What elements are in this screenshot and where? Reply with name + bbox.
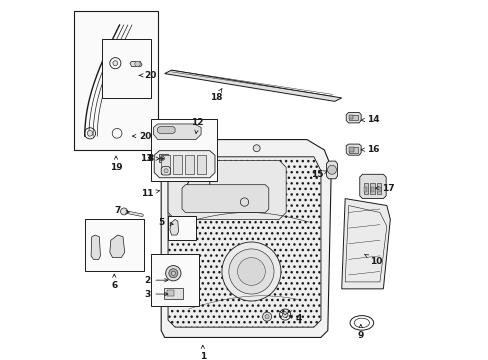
Polygon shape	[346, 112, 361, 123]
Circle shape	[87, 131, 93, 136]
Text: 9: 9	[357, 324, 363, 340]
Polygon shape	[91, 235, 100, 259]
Circle shape	[228, 249, 273, 294]
Text: 20: 20	[139, 71, 157, 80]
Circle shape	[135, 61, 140, 67]
FancyBboxPatch shape	[150, 119, 216, 181]
Circle shape	[163, 169, 168, 173]
Text: 1: 1	[199, 345, 205, 360]
Text: 5: 5	[158, 219, 173, 228]
Polygon shape	[168, 157, 320, 327]
Text: 6: 6	[111, 274, 117, 290]
Text: 4: 4	[288, 314, 301, 323]
Circle shape	[171, 271, 175, 275]
Text: 18: 18	[209, 88, 222, 102]
Polygon shape	[110, 235, 124, 258]
FancyBboxPatch shape	[84, 219, 143, 271]
Circle shape	[165, 266, 181, 281]
FancyBboxPatch shape	[348, 147, 358, 153]
Polygon shape	[326, 161, 337, 179]
Text: 19: 19	[109, 156, 122, 172]
Polygon shape	[341, 199, 389, 289]
FancyBboxPatch shape	[173, 155, 182, 174]
FancyBboxPatch shape	[184, 155, 193, 174]
Circle shape	[282, 312, 287, 317]
FancyBboxPatch shape	[364, 187, 366, 192]
FancyBboxPatch shape	[369, 183, 374, 194]
FancyBboxPatch shape	[102, 39, 150, 98]
FancyBboxPatch shape	[161, 155, 170, 174]
Polygon shape	[168, 157, 320, 327]
Polygon shape	[153, 124, 201, 140]
Text: 8: 8	[147, 154, 163, 163]
Circle shape	[113, 61, 118, 66]
FancyBboxPatch shape	[363, 183, 367, 194]
Circle shape	[222, 242, 281, 301]
Circle shape	[264, 315, 268, 319]
FancyBboxPatch shape	[348, 115, 358, 121]
Circle shape	[240, 198, 248, 206]
FancyBboxPatch shape	[163, 288, 183, 298]
Text: 16: 16	[360, 145, 378, 154]
Text: 10: 10	[364, 254, 381, 266]
FancyBboxPatch shape	[166, 290, 173, 297]
Text: 14: 14	[360, 115, 379, 124]
Polygon shape	[161, 167, 170, 175]
Polygon shape	[154, 151, 215, 178]
FancyBboxPatch shape	[150, 254, 199, 306]
FancyBboxPatch shape	[376, 183, 381, 194]
FancyBboxPatch shape	[159, 154, 168, 162]
Text: 15: 15	[310, 171, 326, 180]
Circle shape	[253, 145, 260, 152]
Circle shape	[121, 208, 127, 215]
FancyBboxPatch shape	[348, 147, 353, 152]
Polygon shape	[168, 161, 285, 219]
FancyBboxPatch shape	[168, 216, 196, 240]
Circle shape	[160, 156, 164, 161]
Text: 11: 11	[141, 189, 159, 198]
Text: 7: 7	[114, 206, 129, 215]
Polygon shape	[161, 140, 330, 337]
Polygon shape	[169, 219, 178, 235]
FancyBboxPatch shape	[377, 187, 380, 192]
Polygon shape	[158, 127, 175, 133]
Circle shape	[237, 258, 265, 285]
FancyBboxPatch shape	[74, 11, 158, 150]
Polygon shape	[346, 144, 361, 155]
Polygon shape	[164, 70, 341, 102]
Polygon shape	[182, 185, 268, 212]
FancyBboxPatch shape	[348, 115, 352, 120]
Polygon shape	[130, 62, 142, 67]
FancyBboxPatch shape	[370, 187, 373, 192]
Circle shape	[327, 165, 336, 174]
Text: 13: 13	[140, 154, 159, 163]
Text: 3: 3	[144, 289, 167, 298]
Text: 2: 2	[144, 276, 167, 285]
Text: 20: 20	[132, 132, 151, 141]
Circle shape	[262, 312, 271, 321]
Circle shape	[168, 269, 178, 278]
Text: 17: 17	[375, 184, 394, 193]
Text: 12: 12	[191, 118, 203, 134]
Polygon shape	[359, 174, 386, 199]
FancyBboxPatch shape	[196, 155, 205, 174]
